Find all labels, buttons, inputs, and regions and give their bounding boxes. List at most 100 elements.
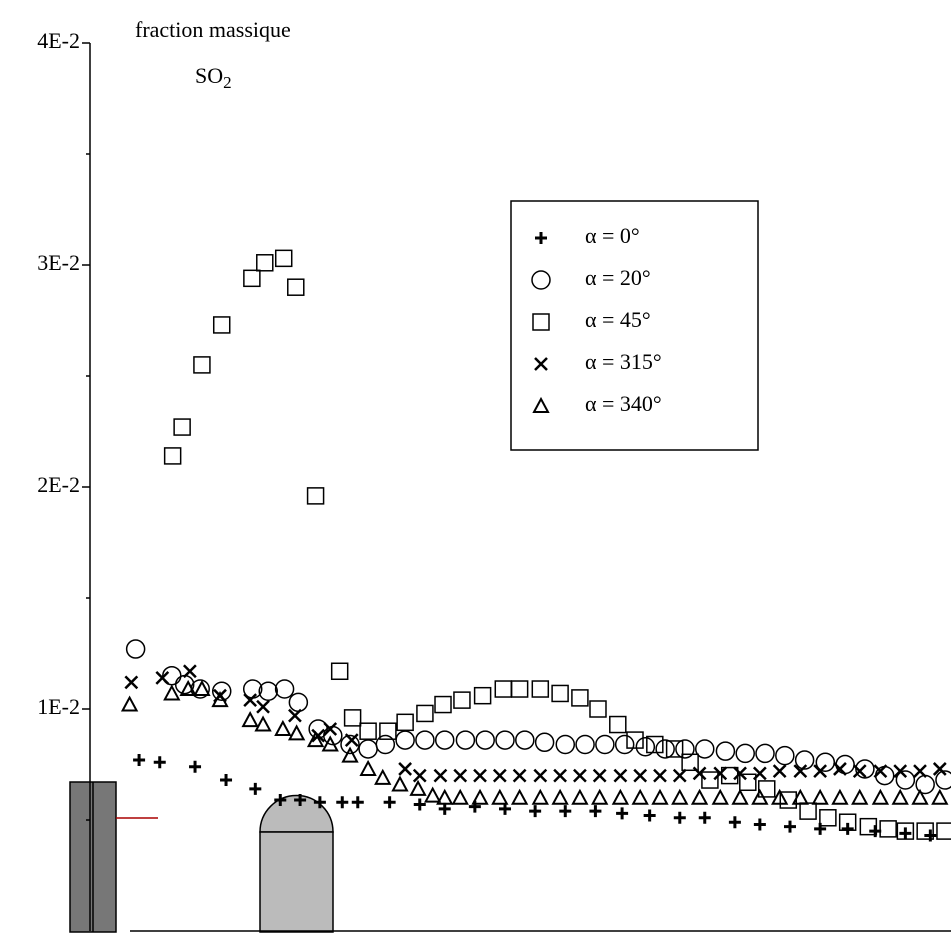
point bbox=[473, 686, 492, 705]
point bbox=[841, 822, 854, 835]
point bbox=[453, 768, 468, 783]
point bbox=[931, 788, 949, 805]
point bbox=[510, 680, 529, 698]
chart-subtitle: SO2 bbox=[195, 63, 232, 92]
point bbox=[311, 728, 326, 743]
point bbox=[873, 764, 888, 779]
point bbox=[306, 487, 325, 505]
point bbox=[163, 684, 181, 701]
point bbox=[675, 739, 695, 759]
point bbox=[383, 796, 396, 809]
point bbox=[288, 692, 309, 713]
point bbox=[391, 775, 409, 792]
point bbox=[306, 730, 325, 748]
point bbox=[189, 760, 202, 773]
point bbox=[182, 664, 197, 679]
point bbox=[274, 719, 292, 736]
point bbox=[673, 811, 686, 824]
point bbox=[633, 768, 648, 783]
point bbox=[811, 788, 829, 805]
point bbox=[896, 822, 915, 840]
point bbox=[193, 679, 211, 697]
point bbox=[288, 708, 302, 723]
point bbox=[453, 691, 471, 709]
point bbox=[592, 768, 607, 783]
point bbox=[163, 447, 182, 465]
legend-label: α = 20° bbox=[585, 265, 651, 290]
point bbox=[492, 768, 507, 783]
point bbox=[323, 722, 338, 736]
point bbox=[256, 254, 274, 272]
chart-title: fraction massique bbox=[135, 17, 291, 42]
point bbox=[932, 762, 947, 776]
point bbox=[358, 739, 378, 759]
point bbox=[120, 695, 139, 712]
point bbox=[775, 745, 795, 766]
point bbox=[398, 762, 413, 776]
point bbox=[274, 249, 293, 268]
legend-marker bbox=[532, 396, 550, 413]
legend-label: α = 45° bbox=[585, 307, 651, 332]
point bbox=[451, 788, 469, 805]
point bbox=[409, 779, 427, 796]
point bbox=[434, 695, 452, 714]
point bbox=[631, 788, 649, 805]
point bbox=[711, 788, 729, 805]
point bbox=[713, 766, 728, 781]
point bbox=[473, 768, 487, 783]
point bbox=[396, 713, 414, 732]
point bbox=[616, 807, 629, 820]
point bbox=[211, 691, 229, 708]
point bbox=[534, 732, 555, 753]
point bbox=[891, 788, 909, 805]
point bbox=[751, 788, 769, 805]
point bbox=[575, 734, 595, 755]
point bbox=[871, 788, 890, 805]
point bbox=[753, 818, 766, 831]
point bbox=[611, 788, 630, 805]
point bbox=[531, 788, 549, 805]
point bbox=[531, 680, 550, 698]
point bbox=[739, 773, 757, 792]
point bbox=[672, 768, 687, 783]
point bbox=[752, 766, 767, 781]
point bbox=[913, 764, 927, 779]
legend-marker bbox=[531, 270, 551, 290]
point bbox=[125, 639, 146, 659]
point bbox=[695, 739, 715, 759]
point bbox=[895, 770, 916, 790]
y-tick-label: 3E-2 bbox=[37, 250, 80, 275]
point bbox=[793, 764, 808, 779]
point bbox=[220, 774, 233, 787]
point bbox=[571, 689, 589, 707]
y-tick-label: 4E-2 bbox=[37, 28, 80, 53]
point bbox=[551, 788, 569, 805]
point bbox=[274, 679, 295, 699]
point bbox=[395, 730, 415, 750]
point bbox=[559, 805, 572, 818]
point bbox=[495, 730, 515, 750]
point bbox=[468, 800, 481, 813]
point bbox=[529, 805, 542, 818]
point bbox=[533, 768, 548, 783]
point bbox=[935, 770, 951, 790]
point bbox=[715, 741, 736, 761]
point bbox=[243, 693, 258, 708]
point bbox=[916, 822, 934, 840]
point bbox=[551, 684, 569, 703]
point bbox=[735, 743, 755, 764]
point bbox=[287, 278, 305, 296]
point bbox=[770, 788, 789, 805]
point bbox=[571, 788, 589, 805]
legend-marker bbox=[535, 232, 547, 244]
point bbox=[614, 734, 635, 755]
point bbox=[243, 269, 261, 288]
point bbox=[512, 768, 527, 783]
point bbox=[893, 764, 908, 779]
point bbox=[499, 802, 512, 815]
point bbox=[690, 788, 709, 805]
point bbox=[193, 356, 211, 374]
point bbox=[757, 780, 776, 798]
point bbox=[852, 764, 867, 779]
